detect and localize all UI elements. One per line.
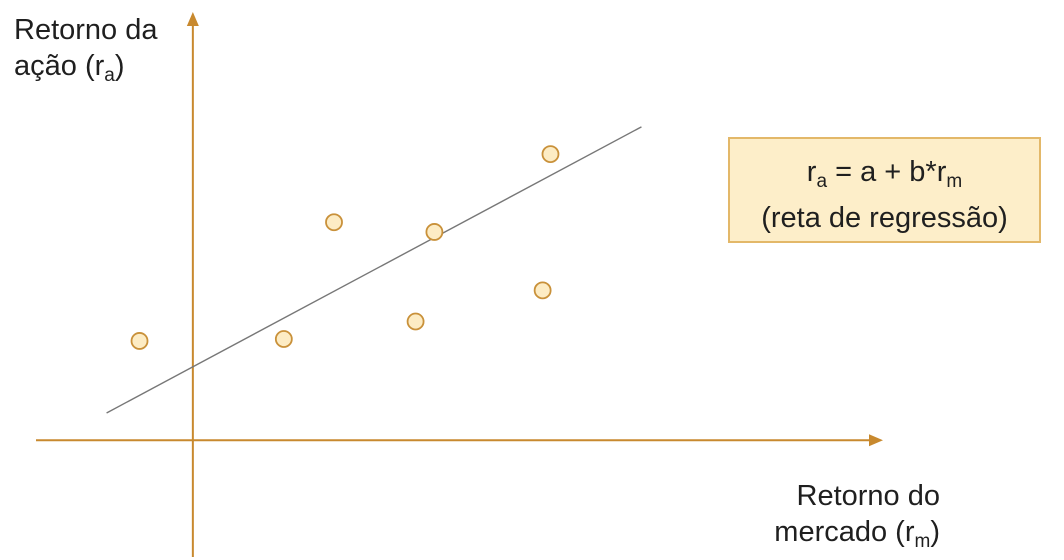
data-point	[274, 330, 293, 348]
data-point	[541, 145, 560, 163]
y-axis-arrow	[186, 12, 199, 26]
x-axis-label: Retorno do mercado (rm)	[720, 478, 940, 560]
data-point	[130, 332, 149, 350]
regression-line-group	[106, 126, 642, 414]
y-axis-label: Retorno da ação (ra)	[14, 12, 204, 94]
x-axis-arrow	[869, 434, 883, 447]
data-point	[425, 223, 444, 241]
regression-equation: ra = a + b*rm	[806, 156, 963, 192]
data-point	[406, 312, 425, 331]
data-point	[325, 213, 343, 232]
regression-equation-box: ra = a + b*rm (reta de regressão)	[728, 137, 1041, 243]
y-axis-label-line1: Retorno da	[14, 14, 158, 46]
regression-note: (reta de regressão)	[761, 202, 1008, 234]
x-axis-label-line1: Retorno do	[796, 480, 941, 512]
y-axis-label-line2: ação (ra)	[14, 50, 125, 86]
axes	[36, 12, 883, 557]
x-axis-label-line2: mercado (rm)	[774, 516, 940, 552]
regression-line	[106, 126, 642, 414]
data-points	[130, 145, 560, 350]
data-point	[533, 281, 552, 300]
